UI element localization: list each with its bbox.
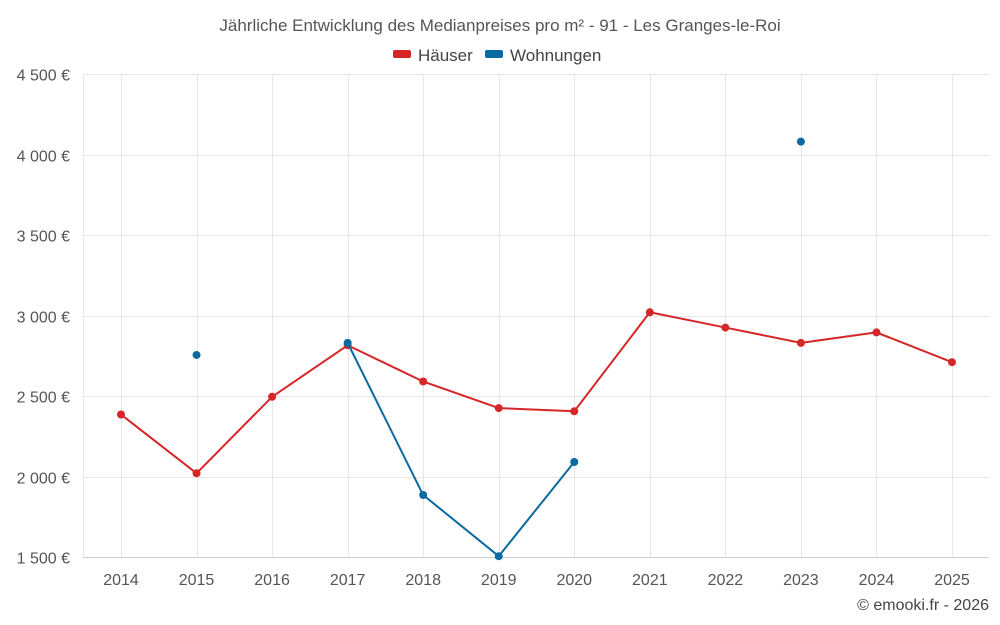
axes: 1 500 € 2 000 € 2 500 € 3 000 € 3 500 € 4 000… — [17, 68, 989, 589]
data-point-hauser-2025[interactable] — [948, 358, 956, 367]
credit-text: © emooki.fr - 2026 — [857, 597, 989, 614]
x-tick-label: 2024 — [859, 572, 895, 589]
x-tick-label: 2014 — [103, 572, 139, 589]
y-tick-label: 2 500 € — [17, 390, 70, 407]
data-point-hauser-2018[interactable] — [419, 377, 428, 386]
series-line-wohnungen — [346, 342, 576, 558]
series-line-hauser — [120, 311, 953, 475]
x-tick-label: 2017 — [330, 572, 366, 589]
data-point-wohnungen-2015[interactable] — [192, 350, 201, 359]
y-tick-label: 2 000 € — [17, 471, 70, 488]
legend-swatch-wohnungen — [485, 50, 503, 58]
data-point-hauser-2015[interactable] — [192, 469, 201, 478]
data-point-hauser-2022[interactable] — [721, 323, 730, 332]
data-point-wohnungen-2020[interactable] — [570, 458, 579, 467]
x-tick-label: 2015 — [179, 572, 215, 589]
x-tick-label: 2019 — [481, 572, 517, 589]
x-tick-label: 2025 — [934, 572, 970, 589]
data-point-wohnungen-2017[interactable] — [343, 338, 352, 347]
y-tick-label: 4 500 € — [17, 68, 70, 85]
legend-swatch-hauser — [393, 50, 411, 58]
legend-label-hauser: Häuser — [418, 46, 473, 65]
x-tick-label: 2018 — [405, 572, 441, 589]
x-tick-label: 2023 — [783, 572, 819, 589]
x-tick-label: 2022 — [708, 572, 744, 589]
y-tick-label: 1 500 € — [17, 551, 70, 568]
y-tick-label: 3 500 € — [17, 229, 70, 246]
legend-item-wohnungen[interactable]: Wohnungen — [485, 46, 601, 65]
series-hauser — [117, 308, 956, 478]
y-tick-label: 3 000 € — [17, 310, 70, 327]
x-tick-label: 2016 — [254, 572, 290, 589]
data-point-wohnungen-2019[interactable] — [494, 552, 503, 561]
data-point-hauser-2024[interactable] — [872, 328, 881, 337]
grid — [83, 74, 989, 557]
legend-label-wohnungen: Wohnungen — [510, 46, 601, 65]
data-point-wohnungen-2023[interactable] — [796, 137, 805, 146]
x-tick-label: 2020 — [556, 572, 592, 589]
data-point-hauser-2023[interactable] — [796, 338, 805, 347]
data-point-hauser-2016[interactable] — [268, 392, 277, 401]
series-layer — [117, 137, 956, 561]
chart-title: Jährliche Entwicklung des Medianpreises … — [219, 16, 780, 35]
legend-item-hauser[interactable]: Häuser — [393, 46, 473, 65]
data-point-hauser-2014[interactable] — [117, 410, 125, 419]
data-point-hauser-2021[interactable] — [645, 308, 654, 317]
series-wohnungen — [192, 137, 805, 561]
legend[interactable]: Häuser Wohnungen — [393, 46, 601, 65]
data-point-hauser-2020[interactable] — [570, 407, 579, 416]
x-tick-label: 2021 — [632, 572, 668, 589]
data-point-wohnungen-2018[interactable] — [419, 491, 428, 500]
data-point-hauser-2019[interactable] — [494, 404, 503, 413]
y-tick-label: 4 000 € — [17, 149, 70, 166]
